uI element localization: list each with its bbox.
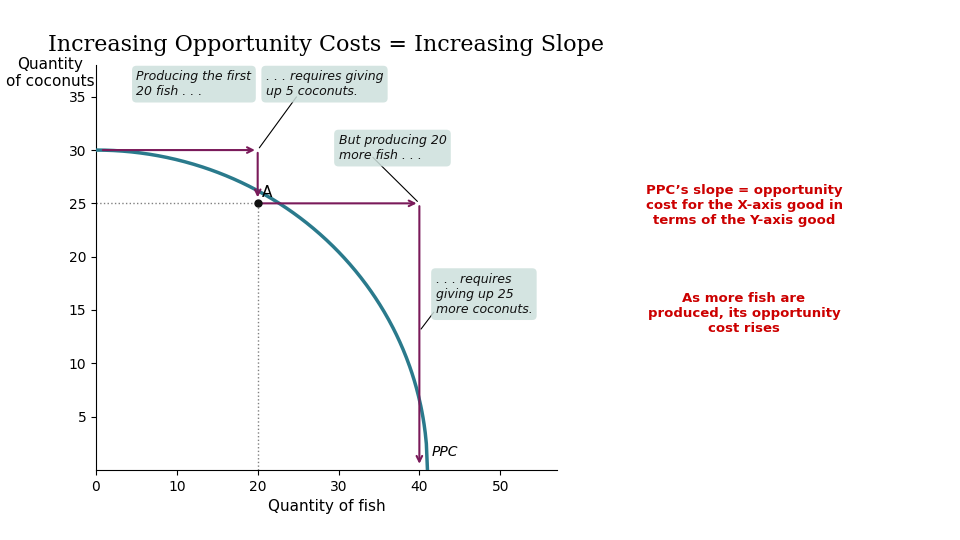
- Text: As more fish are
produced, its opportunity
cost rises: As more fish are produced, its opportuni…: [648, 292, 840, 335]
- Text: PPC’s slope = opportunity
cost for the X-axis good in
terms of the Y-axis good: PPC’s slope = opportunity cost for the X…: [645, 184, 843, 227]
- Text: PPC: PPC: [431, 445, 458, 459]
- X-axis label: Quantity of fish: Quantity of fish: [268, 499, 385, 514]
- Text: Producing the first
20 fish . . .: Producing the first 20 fish . . .: [136, 70, 252, 98]
- Text: A: A: [262, 185, 272, 200]
- Text: But producing 20
more fish . . .: But producing 20 more fish . . .: [339, 134, 446, 162]
- Text: . . . requires giving
up 5 coconuts.: . . . requires giving up 5 coconuts.: [266, 70, 383, 98]
- Title: Increasing Opportunity Costs = Increasing Slope: Increasing Opportunity Costs = Increasin…: [48, 34, 605, 56]
- Y-axis label: Quantity
of coconuts: Quantity of coconuts: [6, 57, 94, 89]
- Text: . . . requires
giving up 25
more coconuts.: . . . requires giving up 25 more coconut…: [436, 273, 532, 315]
